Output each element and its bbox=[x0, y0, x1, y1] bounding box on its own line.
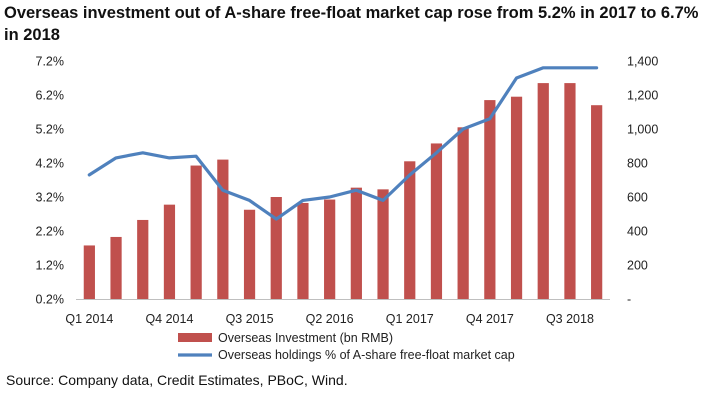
y-left-tick-label: 4.2% bbox=[36, 157, 65, 171]
y-left-tick-label: 6.2% bbox=[36, 89, 65, 103]
chart: 0.2% 1.2% 2.2% 3.2% 4.2% 5.2% 6.2% 7.2% - 200 400 6… bbox=[36, 55, 659, 363]
bar bbox=[270, 197, 282, 299]
y-right-tick-label: 400 bbox=[627, 225, 648, 239]
bar bbox=[324, 199, 336, 299]
x-tick-label: Q4 2014 bbox=[145, 312, 193, 326]
y-right-tick-label: 1,400 bbox=[627, 55, 658, 69]
bar bbox=[217, 159, 229, 299]
bar bbox=[137, 219, 149, 299]
x-tick-label: Q2 2016 bbox=[306, 312, 354, 326]
x-tick-label: Q1 2014 bbox=[65, 312, 113, 326]
source-note: Source: Company data, Credit Estimates, … bbox=[6, 372, 348, 388]
bar bbox=[484, 100, 496, 299]
bar bbox=[564, 83, 576, 299]
legend-swatch-bar bbox=[178, 333, 212, 342]
bar bbox=[297, 202, 309, 299]
bar bbox=[591, 105, 603, 299]
bar bbox=[404, 161, 416, 299]
bar bbox=[430, 143, 443, 299]
y-right-tick-label: - bbox=[627, 293, 631, 307]
bar bbox=[377, 189, 389, 299]
y-left-tick-label: 7.2% bbox=[36, 55, 65, 69]
chart-title: Overseas investment out of A-share free-… bbox=[4, 4, 699, 44]
y-right-tick-label: 800 bbox=[627, 157, 648, 171]
bar-series bbox=[83, 83, 603, 299]
line-series bbox=[87, 66, 599, 221]
legend-label-bar: Overseas Investment (bn RMB) bbox=[218, 331, 393, 345]
y-right-tick-label: 600 bbox=[627, 191, 648, 205]
y-right-tick-label: 200 bbox=[627, 259, 648, 273]
bar bbox=[457, 127, 469, 299]
x-tick-label: Q3 2018 bbox=[546, 312, 594, 326]
bar bbox=[110, 236, 122, 299]
y-left-tick-label: 3.2% bbox=[36, 191, 65, 205]
x-tick-label: Q4 2017 bbox=[466, 312, 514, 326]
y-right-tick-label: 1,000 bbox=[627, 123, 658, 137]
bar bbox=[190, 165, 202, 299]
y-left-tick-label: 2.2% bbox=[36, 225, 65, 239]
bar bbox=[537, 83, 549, 299]
y-left-tick-label: 1.2% bbox=[36, 259, 65, 273]
legend-label-line: Overseas holdings % of A-share free-floa… bbox=[218, 348, 515, 362]
y-right-tick-label: 1,200 bbox=[627, 89, 658, 103]
bar bbox=[510, 96, 523, 299]
bar bbox=[350, 187, 362, 299]
axes: 0.2% 1.2% 2.2% 3.2% 4.2% 5.2% 6.2% 7.2% - 200 400 6… bbox=[36, 55, 659, 327]
bar bbox=[163, 204, 176, 299]
bar bbox=[83, 245, 95, 299]
series-line bbox=[87, 66, 599, 221]
bar bbox=[243, 209, 256, 299]
y-left-tick-label: 5.2% bbox=[36, 123, 65, 137]
y-left-tick-label: 0.2% bbox=[36, 293, 65, 307]
legend: Overseas Investment (bn RMB) Overseas hol… bbox=[178, 331, 515, 362]
x-tick-label: Q3 2015 bbox=[226, 312, 274, 326]
x-tick-label: Q1 2017 bbox=[386, 312, 434, 326]
